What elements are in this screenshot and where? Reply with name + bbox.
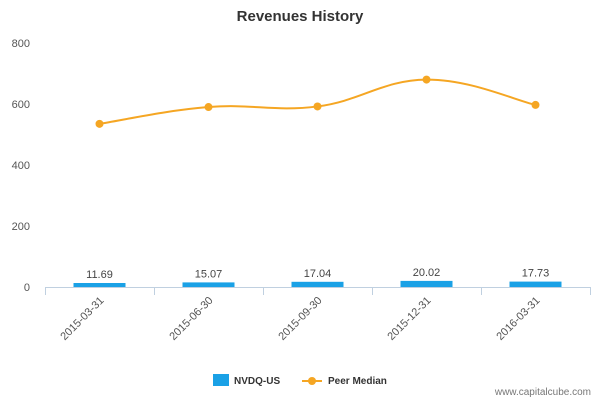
x-tick-label: 2015-09-30: [276, 295, 324, 343]
y-tick-label: 200: [12, 221, 30, 233]
peer-median-line: [99, 78, 536, 125]
y-tick-label: 400: [12, 160, 30, 172]
y-tick-label: 800: [12, 38, 30, 50]
bar-series: 11.69 15.07 17.04 20.02 17.73: [73, 267, 562, 287]
peer-median-marker: [204, 103, 213, 112]
y-axis: 0 200 400 600 800: [12, 38, 30, 294]
x-tick-label: 2015-03-31: [58, 295, 106, 343]
legend-label-peer-median: Peer Median: [328, 376, 387, 387]
x-tick-label: 2016-03-31: [494, 295, 542, 343]
line-series: [95, 75, 540, 128]
legend: NVDQ-US Peer Median: [213, 374, 387, 387]
bar: [182, 282, 235, 287]
credit-text: www.capitalcube.com: [494, 387, 591, 398]
chart-title: Revenues History: [237, 8, 364, 25]
bar-data-label: 15.07: [195, 268, 223, 280]
legend-swatch-nvdq: [213, 374, 229, 386]
bar: [291, 281, 344, 287]
legend-label-nvdq: NVDQ-US: [234, 376, 280, 387]
y-tick-label: 0: [24, 282, 30, 294]
peer-median-marker: [313, 102, 322, 111]
bar-data-label: 20.02: [413, 267, 441, 279]
x-tick-label: 2015-12-31: [385, 295, 433, 343]
peer-median-marker: [422, 75, 431, 84]
x-tick-label: 2015-06-30: [167, 295, 215, 343]
y-tick-label: 600: [12, 99, 30, 111]
bar-data-label: 17.04: [304, 268, 332, 280]
bar-data-label: 11.69: [86, 269, 113, 281]
legend-marker-peer-median: [308, 377, 316, 385]
bar: [509, 281, 562, 287]
peer-median-marker: [531, 100, 540, 109]
peer-median-marker: [95, 119, 104, 128]
x-axis: 2015-03-31 2015-06-30 2015-09-30 2015-12-31…: [45, 287, 591, 343]
bar: [73, 283, 126, 287]
bar: [400, 280, 453, 287]
bar-data-label: 17.73: [522, 268, 550, 280]
